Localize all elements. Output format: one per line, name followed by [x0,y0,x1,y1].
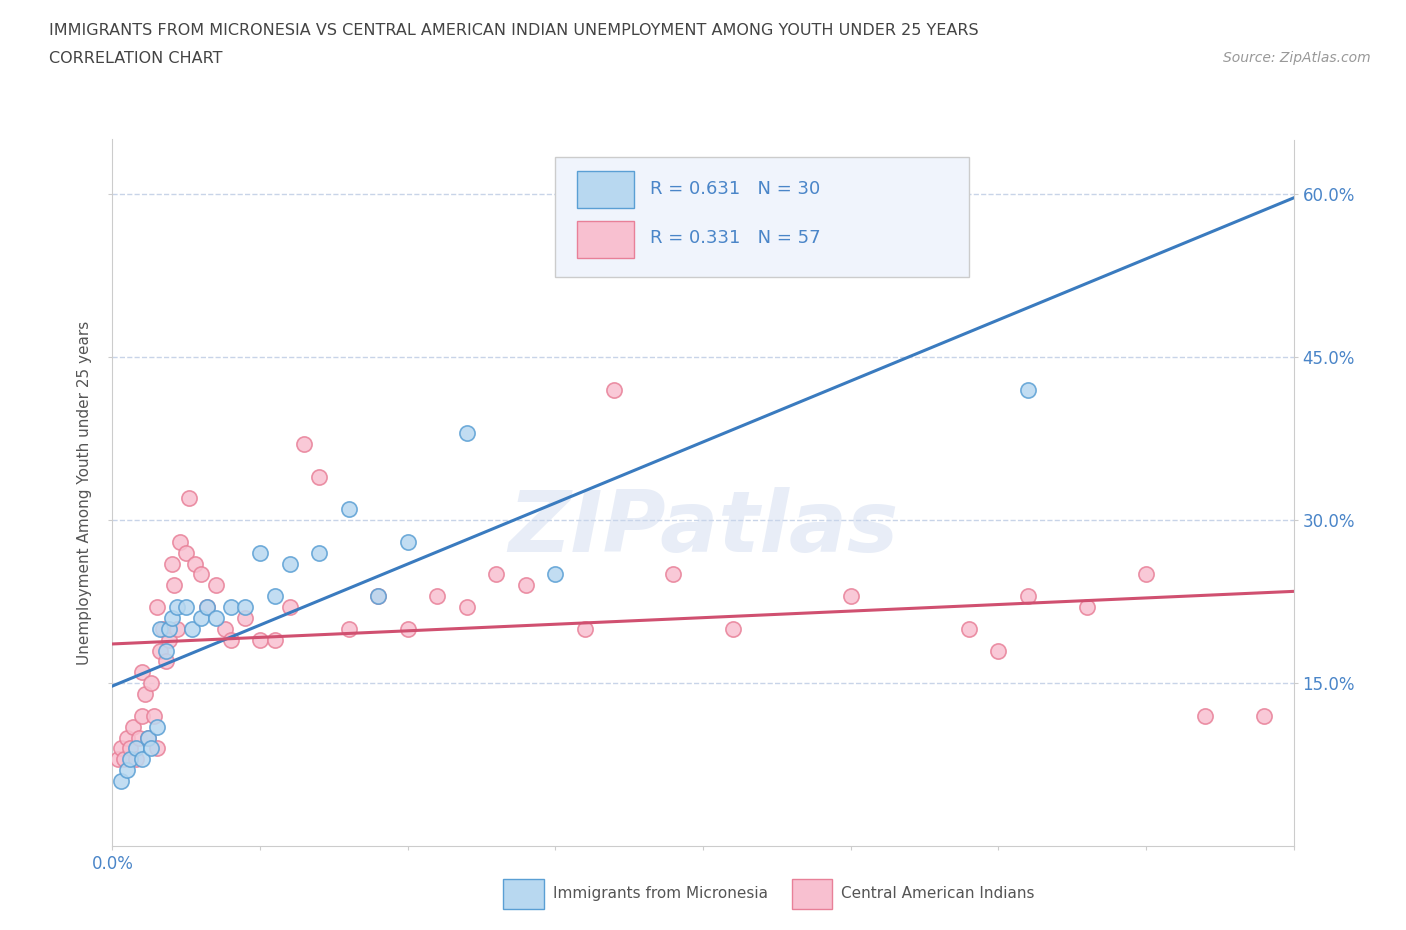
Point [1135,567,1157,582]
Point [128,730,150,745]
Point [110,741,132,756]
Point [120,741,142,756]
Point [574,621,596,636]
Point [190,610,212,625]
Point [205,610,228,625]
Point [120,751,142,766]
FancyBboxPatch shape [576,171,634,208]
Point [139,741,162,756]
Point [174,545,197,560]
Point [155,644,177,658]
Point [1017,589,1039,604]
Point [134,686,156,701]
Point [117,730,138,745]
Point [337,502,360,517]
Point [308,469,330,484]
Point [603,382,626,397]
Point [205,578,228,592]
Text: IMMIGRANTS FROM MICRONESIA VS CENTRAL AMERICAN INDIAN UNEMPLOYMENT AMONG YOUTH U: IMMIGRANTS FROM MICRONESIA VS CENTRAL AM… [49,23,979,38]
Point [544,567,567,582]
Point [181,621,204,636]
Point [110,774,132,789]
Point [367,589,389,604]
Point [190,567,212,582]
Point [149,644,172,658]
Point [662,567,685,582]
Point [1017,382,1039,397]
Point [184,556,207,571]
Point [219,632,242,647]
Point [160,610,183,625]
FancyBboxPatch shape [555,157,969,277]
Point [146,719,169,734]
Point [839,589,862,604]
Point [125,751,148,766]
Point [515,578,537,592]
Y-axis label: Unemployment Among Youth under 25 years: Unemployment Among Youth under 25 years [77,321,93,665]
Point [233,610,256,625]
Point [163,578,186,592]
Point [146,741,169,756]
Point [264,632,287,647]
Point [1194,709,1216,724]
Point [112,751,135,766]
FancyBboxPatch shape [576,220,634,258]
Text: Source: ZipAtlas.com: Source: ZipAtlas.com [1223,51,1371,65]
Point [219,600,242,615]
Point [396,535,419,550]
Point [249,632,271,647]
Point [146,600,169,615]
Point [166,621,188,636]
Point [166,600,188,615]
Point [396,621,419,636]
Point [107,751,129,766]
Text: R = 0.631   N = 30: R = 0.631 N = 30 [650,180,820,198]
Point [160,556,183,571]
Point [1076,600,1098,615]
Point [1253,709,1275,724]
Point [337,621,360,636]
Point [174,600,197,615]
Point [142,709,165,724]
Text: Immigrants from Micronesia: Immigrants from Micronesia [553,886,768,901]
Point [957,621,980,636]
Point [131,751,153,766]
Point [214,621,236,636]
Point [157,621,180,636]
Point [149,621,172,636]
Point [426,589,449,604]
Point [155,654,177,669]
Point [125,741,148,756]
Point [131,665,153,680]
Point [195,600,218,615]
Point [485,567,508,582]
Text: R = 0.331   N = 57: R = 0.331 N = 57 [650,230,821,247]
Point [249,545,271,560]
Point [169,535,191,550]
Point [278,600,301,615]
Point [136,730,159,745]
Point [136,730,159,745]
Point [152,621,174,636]
Point [179,491,201,506]
Point [131,709,153,724]
Point [264,589,287,604]
Point [157,632,180,647]
Point [367,589,389,604]
Point [278,556,301,571]
Point [233,600,256,615]
Point [139,676,162,691]
Point [987,644,1010,658]
Text: Central American Indians: Central American Indians [841,886,1035,901]
Point [308,545,330,560]
Point [122,719,145,734]
Point [117,763,138,777]
Text: CORRELATION CHART: CORRELATION CHART [49,51,222,66]
Point [456,426,478,441]
Point [195,600,218,615]
Point [456,600,478,615]
Text: ZIPatlas: ZIPatlas [508,486,898,570]
Point [721,621,744,636]
Point [292,436,315,451]
